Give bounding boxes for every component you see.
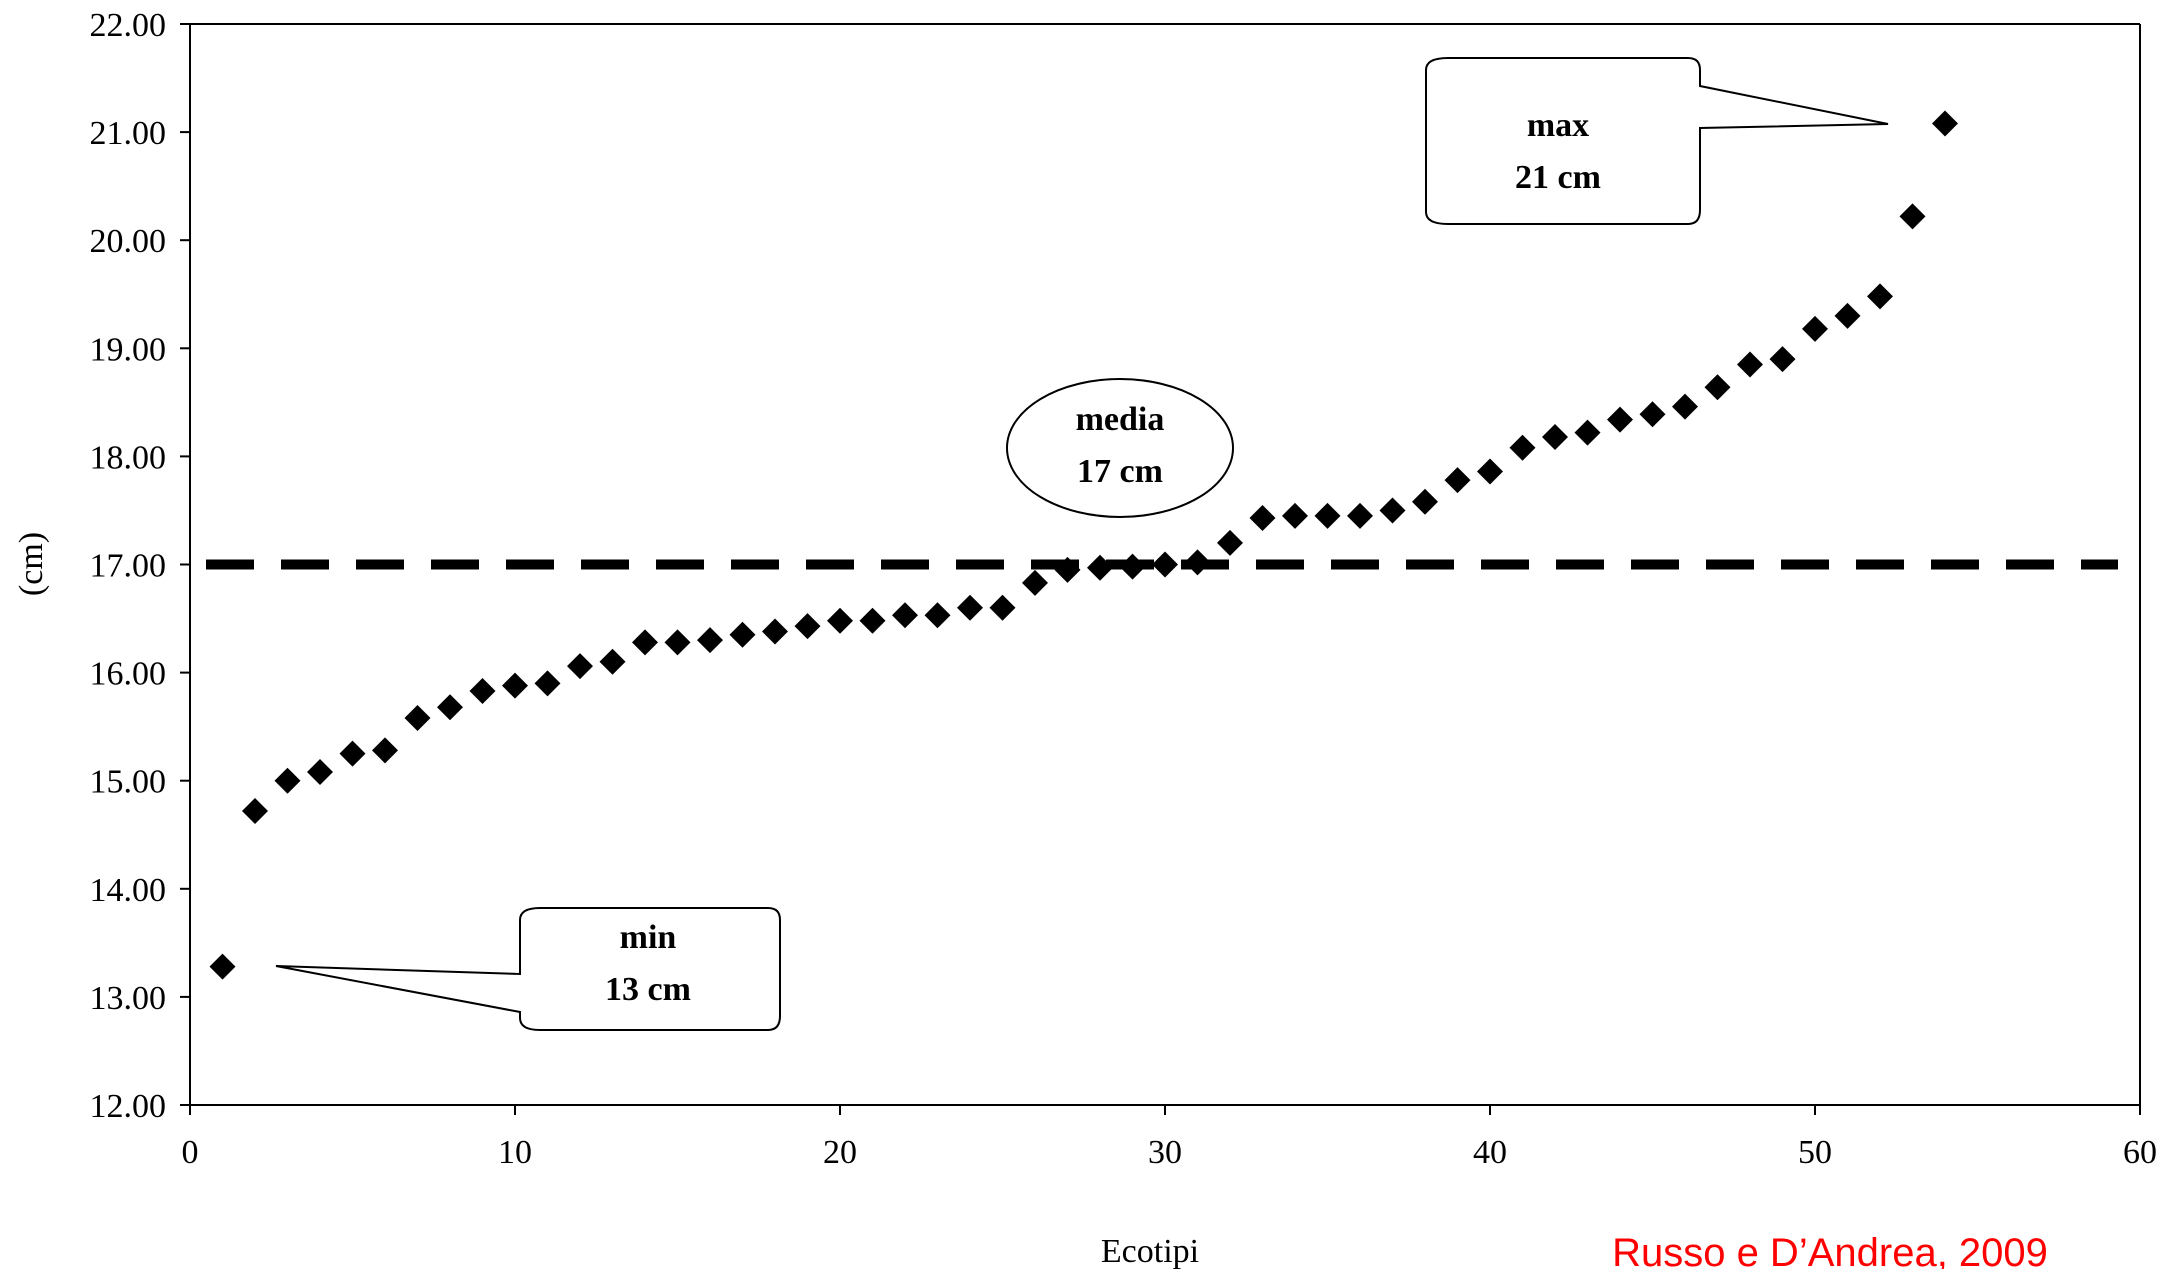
min-callout-label: min [620,919,677,956]
data-point [632,629,658,656]
data-point [339,740,366,767]
data-point [1444,467,1471,494]
y-tick-label: 14.00 [90,872,167,909]
data-point [567,653,593,680]
data-point [1347,502,1373,529]
y-tick-label: 13.00 [90,980,167,1017]
media-callout-shape [1006,378,1234,518]
x-ticks: 0 10 20 30 40 50 60 [182,1105,2157,1171]
data-point [1509,434,1536,461]
data-point [502,672,528,699]
data-point [1379,497,1406,524]
data-point [1477,458,1503,485]
media-callout-label: media [1076,401,1165,438]
data-point [729,621,756,648]
data-point [1899,203,1926,230]
data-point [209,953,236,980]
x-tick-label: 60 [2123,1134,2157,1171]
data-point [664,629,691,656]
max-callout-shape [1425,57,1889,225]
min-callout-value: 13 cm [605,971,691,1008]
x-tick-label: 20 [823,1134,857,1171]
min-callout: min 13 cm [275,907,781,1031]
y-tick-label: 12.00 [90,1088,167,1125]
data-point [1737,351,1763,378]
x-tick-label: 10 [498,1134,532,1171]
data-point [697,627,723,654]
data-point [1217,529,1243,556]
data-point [1802,315,1828,342]
x-tick-label: 50 [1798,1134,1832,1171]
data-point [437,694,463,721]
y-ticks: 12.00 13.00 14.00 15.00 16.00 17.00 18.00 19.00… [90,7,190,1125]
data-point [1542,423,1568,450]
data-point [1867,283,1893,310]
data-point [859,607,886,634]
x-axis-title: Ecotipi [1101,1233,1199,1269]
x-tick-label: 30 [1148,1134,1182,1171]
y-tick-label: 16.00 [90,656,167,693]
data-point [1672,393,1698,420]
y-tick-label: 20.00 [90,223,167,260]
data-point [924,602,951,629]
data-point [469,677,496,704]
y-axis-title: (cm) [13,532,50,596]
data-point [957,594,983,621]
data-point [1022,569,1048,596]
y-tick-label: 19.00 [90,331,167,368]
data-point [1249,505,1276,532]
data-point [1184,549,1211,576]
max-callout-value: 21 cm [1515,159,1601,196]
media-callout-value: 17 cm [1077,453,1163,490]
data-point [762,618,788,645]
data-point [1282,502,1308,529]
data-point [1314,502,1341,529]
x-tick-label: 0 [182,1134,199,1171]
data-point [794,613,821,640]
data-point [1152,551,1178,578]
data-point [404,705,431,732]
data-point [274,767,301,794]
data-point [1412,488,1438,515]
y-tick-label: 22.00 [90,7,167,44]
data-point [1932,110,1958,137]
data-point [1574,419,1601,446]
data-point [307,759,333,786]
media-callout: media 17 cm [1006,378,1234,518]
y-tick-label: 15.00 [90,764,167,801]
data-point [372,737,398,764]
y-tick-label: 21.00 [90,115,167,152]
data-point [1704,374,1731,401]
data-point [892,602,918,629]
data-point [1607,406,1633,433]
max-callout-label: max [1527,107,1589,144]
data-point [242,797,268,824]
y-tick-label: 17.00 [90,548,167,585]
data-point [1769,346,1796,373]
data-points [209,110,1958,980]
data-point [989,594,1016,621]
max-callout: max 21 cm [1425,57,1889,225]
data-point [599,648,626,675]
min-callout-shape [275,907,781,1031]
data-point [1639,401,1666,428]
data-point [534,670,561,697]
data-point [1087,554,1113,581]
y-tick-label: 18.00 [90,439,167,476]
x-tick-label: 40 [1473,1134,1507,1171]
source-citation: Russo e D’Andrea, 2009 [1612,1231,2048,1269]
data-point [1119,553,1146,580]
data-point [827,607,853,634]
data-point [1054,556,1081,583]
data-point [1834,302,1861,329]
